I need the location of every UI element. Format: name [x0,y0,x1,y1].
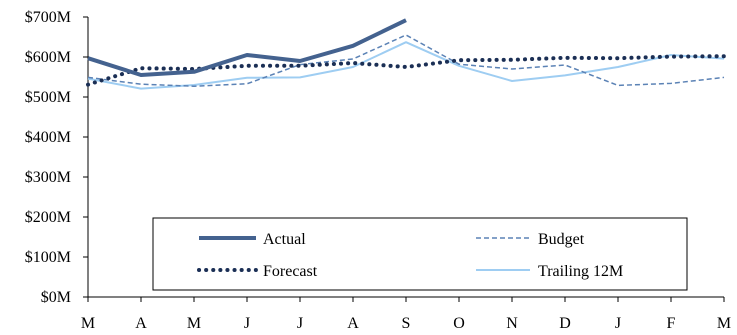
y-tick-label: $100M [25,249,71,266]
legend-label-budget: Budget [538,231,585,248]
x-tick-label: M [81,315,95,332]
y-tick-labels: $0M $100M $200M $300M $400M $500M $600M $700M [25,9,88,306]
legend-label-trailing-12m: Trailing 12M [538,263,623,280]
x-tick-label: S [402,315,411,332]
legend-box [152,217,688,291]
y-tick-label: $700M [25,9,71,26]
series-line-actual [87,18,407,77]
x-tick-label: M [717,315,731,332]
series-lines [86,18,726,90]
x-tick-label: J [297,315,303,332]
legend-label-forecast: Forecast [263,263,318,280]
legend-label-actual: Actual [263,231,306,248]
y-tick-label: $0M [41,289,71,306]
x-tick-label: F [667,315,676,332]
series-line-forecast [86,54,726,87]
x-tick-label: D [559,315,571,332]
y-tick-label: $200M [25,209,71,226]
y-tick-label: $500M [25,89,71,106]
x-tick-label: J [244,315,250,332]
series-line-budget [87,34,725,87]
x-tick-label: A [135,315,147,332]
x-tick-label: O [453,315,465,332]
x-tick-label: A [347,315,359,332]
y-tick-label: $300M [25,169,71,186]
y-tick-label: $400M [25,129,71,146]
series-line-trailing-12m [87,41,725,90]
x-tick-label: J [615,315,621,332]
legend: Actual Budget Forecast Trailing 12M [152,217,688,291]
x-tick-label: N [506,315,518,332]
y-tick-label: $600M [25,49,71,66]
x-tick-label: M [187,315,201,332]
